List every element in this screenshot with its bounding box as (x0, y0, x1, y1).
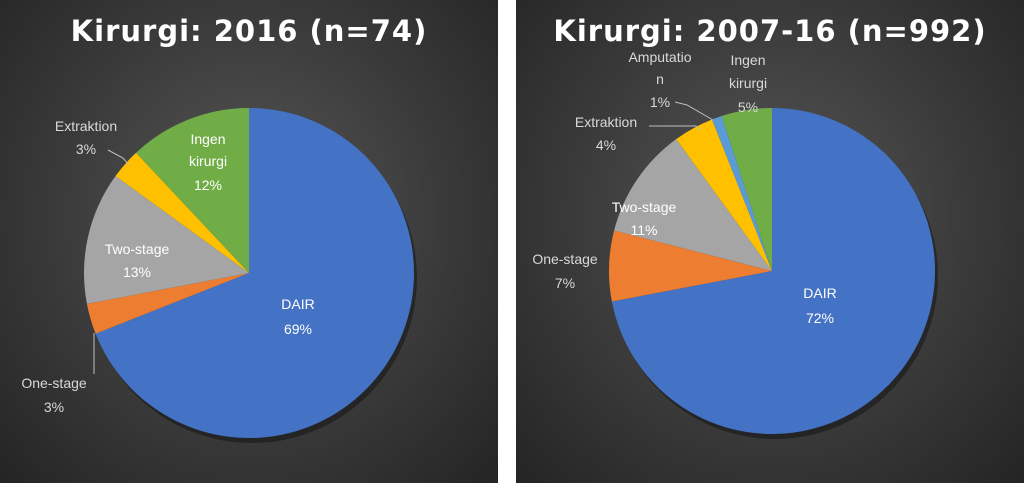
pie-slice-extraktion (676, 119, 772, 271)
pie-slice-dair (611, 107, 936, 434)
slice-label-dair: DAIR (281, 296, 314, 312)
slice-value-amputation: 1% (650, 94, 670, 110)
pie-slice-extraktion (115, 152, 249, 273)
pie-chart-2016: DAIR 69% One-stage 3% Two-stage 13% Extraktion… (21, 108, 417, 443)
slice-label-amputation: Amputatio (628, 49, 691, 65)
slice-label-one-stage: One-stage (21, 375, 87, 391)
slice-value-two-stage: 13% (123, 264, 151, 280)
slice-value-one-stage: 3% (44, 399, 64, 415)
slice-value-dair: 69% (284, 321, 312, 337)
leader-line-extraktion (649, 125, 701, 131)
pie-slice-two-stage (83, 176, 249, 304)
slice-label-ingen-kirurgi: Ingen (190, 131, 225, 147)
leader-line-extraktion (107, 149, 130, 166)
slice-value-dair: 72% (806, 310, 834, 326)
pie-slice-one-stage (609, 230, 772, 302)
slice-label-amputation: n (656, 71, 664, 87)
slice-label-ingen-kirurgi: kirurgi (729, 75, 767, 91)
pie-chart-2007-16: DAIR 72% One-stage 7% Two-stage 11% Extraktion… (532, 49, 938, 439)
pie-slice-ingen-kirurgi (136, 108, 249, 273)
slice-label-two-stage: Two-stage (105, 241, 170, 257)
slice-value-one-stage: 7% (555, 275, 575, 291)
slice-value-ingen-kirurgi: 5% (738, 99, 758, 115)
chart-title: Kirurgi: 2016 (n=74) (70, 14, 428, 48)
pie-slice-one-stage (86, 273, 249, 334)
slice-value-ingen-kirurgi: 12% (194, 177, 222, 193)
chart-panel-2016: Kirurgi: 2016 (n=74) DAIR 69% One-stage 3% T… (0, 0, 498, 483)
pie-slice-dair (95, 108, 415, 438)
slice-label-dair: DAIR (803, 285, 836, 301)
chart-panel-2007-16: Kirurgi: 2007-16 (n=992) DAIR 72% One-stag… (516, 0, 1024, 483)
slice-value-extraktion: 3% (76, 141, 96, 157)
pie-slice-ingen-kirurgi (721, 108, 772, 271)
slice-value-two-stage: 11% (631, 222, 658, 238)
leader-line-amputation (674, 101, 714, 121)
pie-slice-two-stage (614, 139, 772, 271)
pie-slice-amputation (712, 115, 772, 271)
slice-label-ingen-kirurgi: Ingen (730, 52, 765, 68)
slice-label-extraktion: Extraktion (575, 114, 637, 130)
slice-label-ingen-kirurgi: kirurgi (189, 153, 227, 169)
slice-value-extraktion: 4% (596, 137, 616, 153)
slice-label-extraktion: Extraktion (55, 118, 117, 134)
chart-title: Kirurgi: 2007-16 (n=992) (553, 14, 987, 48)
slice-label-two-stage: Two-stage (612, 199, 677, 215)
slice-label-one-stage: One-stage (532, 251, 598, 267)
